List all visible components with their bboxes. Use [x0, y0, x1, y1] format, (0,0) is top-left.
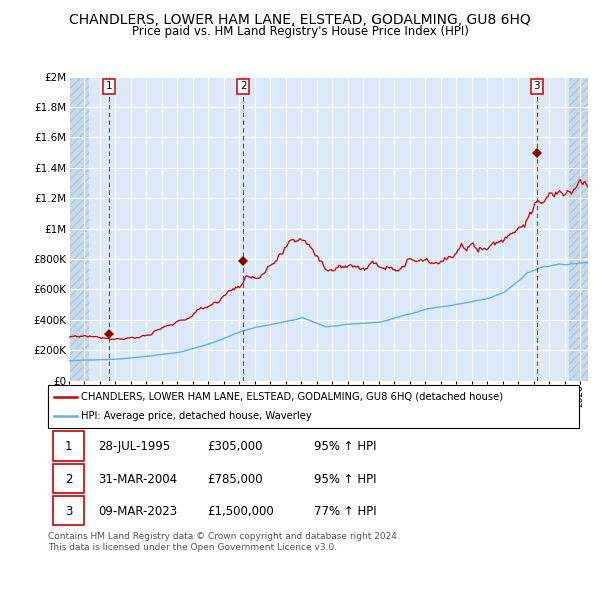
Text: Contains HM Land Registry data © Crown copyright and database right 2024.
This d: Contains HM Land Registry data © Crown c… — [48, 532, 400, 552]
Text: 31-MAR-2004: 31-MAR-2004 — [98, 473, 178, 486]
Text: 95% ↑ HPI: 95% ↑ HPI — [314, 473, 376, 486]
Bar — [569, 77, 593, 381]
Bar — [53, 496, 84, 526]
Bar — [53, 431, 84, 461]
Text: 1: 1 — [106, 81, 112, 91]
Bar — [53, 464, 84, 493]
Text: CHANDLERS, LOWER HAM LANE, ELSTEAD, GODALMING, GU8 6HQ: CHANDLERS, LOWER HAM LANE, ELSTEAD, GODA… — [69, 13, 531, 27]
Text: £1,500,000: £1,500,000 — [208, 505, 274, 519]
Text: 3: 3 — [533, 81, 540, 91]
Text: CHANDLERS, LOWER HAM LANE, ELSTEAD, GODALMING, GU8 6HQ (detached house): CHANDLERS, LOWER HAM LANE, ELSTEAD, GODA… — [82, 392, 503, 402]
Text: 2: 2 — [240, 81, 247, 91]
Text: 1: 1 — [65, 440, 73, 454]
Text: 2: 2 — [65, 473, 73, 486]
Text: £305,000: £305,000 — [208, 440, 263, 454]
Bar — [69, 77, 89, 381]
Text: Price paid vs. HM Land Registry's House Price Index (HPI): Price paid vs. HM Land Registry's House … — [131, 25, 469, 38]
Text: 95% ↑ HPI: 95% ↑ HPI — [314, 440, 376, 454]
Text: HPI: Average price, detached house, Waverley: HPI: Average price, detached house, Wave… — [82, 411, 312, 421]
Text: 28-JUL-1995: 28-JUL-1995 — [98, 440, 170, 454]
Text: £785,000: £785,000 — [208, 473, 263, 486]
Text: 09-MAR-2023: 09-MAR-2023 — [98, 505, 178, 519]
Text: 3: 3 — [65, 505, 73, 519]
Text: 77% ↑ HPI: 77% ↑ HPI — [314, 505, 376, 519]
